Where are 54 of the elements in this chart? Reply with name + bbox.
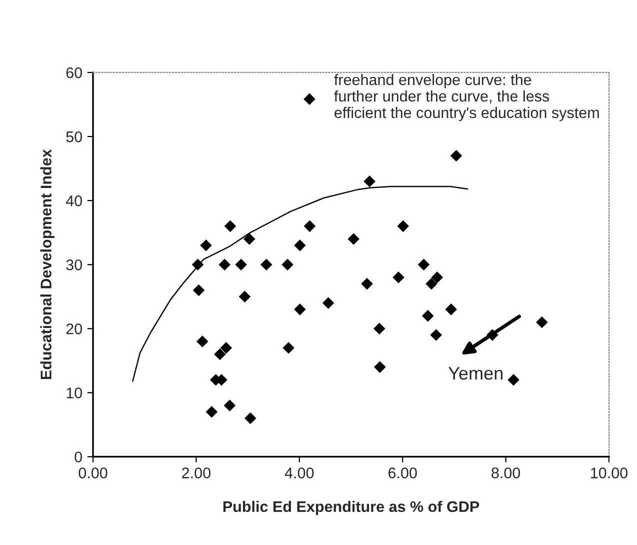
point	[445, 304, 457, 316]
point	[282, 258, 294, 270]
point	[322, 297, 334, 309]
x-tick-label: 2.00	[182, 468, 210, 478]
legend-label: freehand envelope curve: the further under the curve, the less efficient the country's education system	[334, 74, 599, 122]
point	[361, 278, 373, 290]
point	[304, 220, 316, 232]
point	[224, 220, 236, 232]
point	[536, 316, 548, 328]
point	[224, 400, 236, 412]
x-tick-label: 6.00	[388, 468, 417, 478]
x-tick-label: 0.00	[78, 468, 108, 478]
x-tick-label: 4.00	[284, 468, 314, 478]
point	[422, 310, 434, 322]
y-axis-title: Educational Development Index	[40, 149, 54, 380]
point	[294, 239, 306, 252]
point	[196, 336, 208, 348]
point	[418, 258, 430, 270]
point	[218, 258, 230, 270]
point	[206, 406, 218, 418]
y-tick-label: 60	[66, 67, 82, 78]
point	[364, 175, 376, 188]
y-tick-label: 40	[66, 195, 82, 206]
point	[294, 304, 306, 316]
point	[235, 258, 247, 270]
point	[282, 342, 294, 354]
point	[397, 220, 409, 232]
y-tick-label: 0	[74, 452, 82, 462]
annotation: Yemen	[448, 367, 502, 380]
point	[373, 322, 386, 335]
point	[192, 284, 205, 296]
y-tick-label: 50	[66, 131, 82, 142]
y-tick-label: 10	[66, 388, 82, 398]
x-tick-label: 10.00	[591, 468, 628, 478]
point	[200, 239, 212, 252]
point	[508, 374, 520, 386]
point	[243, 233, 256, 245]
y-tick-label: 30	[66, 259, 82, 270]
point	[430, 329, 442, 341]
point	[260, 258, 272, 270]
point	[431, 272, 444, 284]
point	[238, 290, 251, 303]
point	[450, 150, 462, 162]
point	[214, 348, 226, 360]
point	[426, 278, 438, 290]
x-tick-label: 8.00	[492, 468, 520, 478]
point	[348, 233, 360, 245]
point	[392, 272, 404, 284]
point	[220, 342, 232, 354]
point	[374, 361, 386, 373]
point	[192, 258, 204, 270]
point	[244, 412, 256, 424]
x-axis-title: Public Ed Expenditure as % of GDP	[223, 500, 480, 516]
y-tick-label: 20	[66, 324, 82, 334]
